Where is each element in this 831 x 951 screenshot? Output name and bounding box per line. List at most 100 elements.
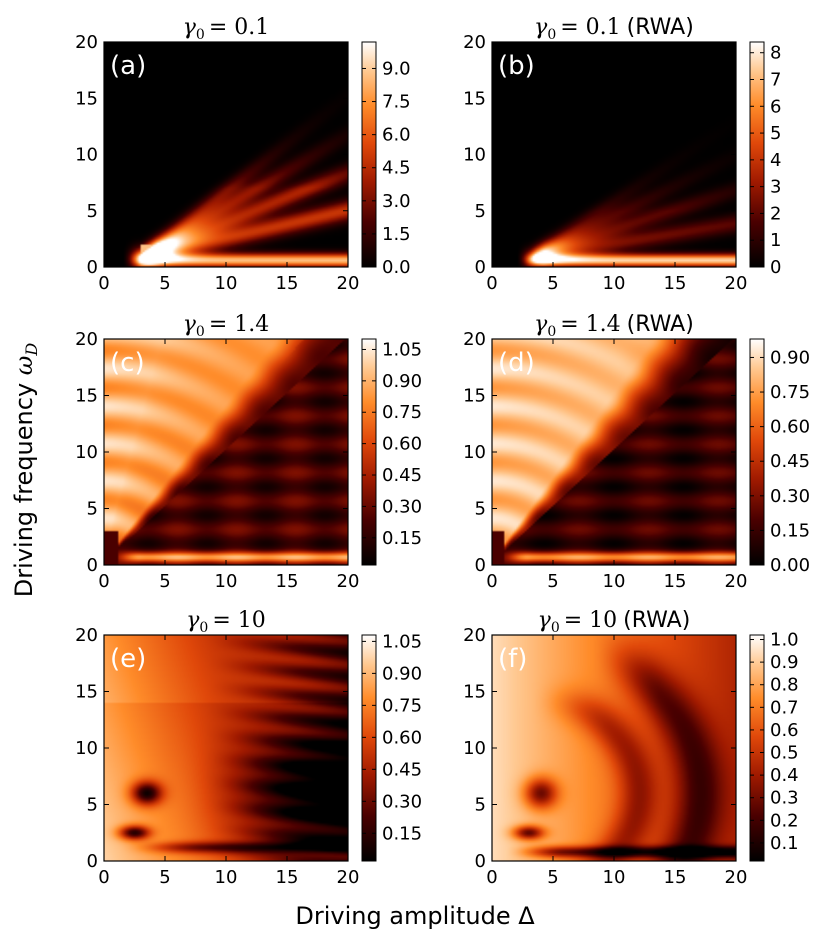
colorbar-tick-label: 7.5: [382, 92, 411, 113]
colorbar-tick-label: 4: [770, 150, 781, 171]
y-tick-label: 20: [463, 32, 486, 53]
heatmap-image: [104, 635, 348, 861]
colorbar-tick-label: 0.2: [770, 810, 799, 831]
panel-b: (b) γ0 = 0.1 (RWA) 0 5 10 15 20 0 5 10 15 20 0 1 2 3 4 5 6 7 8: [463, 15, 781, 294]
colorbar-tick-label: 0.90: [382, 371, 422, 392]
y-tick-label: 0: [475, 851, 486, 872]
panel-letter: (d): [498, 348, 535, 378]
y-tick-label: 5: [87, 201, 98, 222]
y-tick-label: 10: [463, 738, 486, 759]
colorbar-tick-label: 0.7: [770, 697, 799, 718]
y-tick-label: 10: [463, 145, 486, 166]
y-tick-label: 10: [75, 145, 98, 166]
x-tick-label: 20: [725, 273, 748, 294]
x-tick-label: 5: [159, 571, 170, 592]
x-tick-label: 20: [337, 867, 360, 888]
x-tick-label: 0: [486, 571, 497, 592]
x-tick-label: 15: [664, 867, 687, 888]
colorbar-tick-label: 3: [770, 177, 781, 198]
colorbar-tick-label: 0: [770, 257, 781, 278]
panel-title: γ0 = 10: [186, 608, 266, 636]
colorbar: [361, 634, 377, 862]
colorbar-tick-label: 1.5: [382, 224, 411, 245]
colorbar-tick-label: 0.90: [382, 663, 422, 684]
panel-title: γ0 = 10 (RWA): [538, 608, 691, 636]
x-tick-label: 20: [337, 571, 360, 592]
y-tick-label: 20: [463, 329, 486, 350]
x-axis-label: Driving amplitude Δ: [295, 902, 535, 930]
y-tick-label: 0: [475, 257, 486, 278]
x-tick-label: 0: [98, 571, 109, 592]
y-tick-label: 5: [475, 201, 486, 222]
panel-letter: (a): [110, 51, 146, 81]
colorbar-tick-label: 0.0: [382, 257, 411, 278]
y-tick-label: 20: [463, 625, 486, 646]
heatmap-image: [492, 635, 736, 861]
panel-d: (d) γ0 = 1.4 (RWA) 0 5 10 15 20 0 5 10 15 20 0.00 0.15 0…: [463, 312, 810, 592]
colorbar-tick-label: 2: [770, 203, 781, 224]
colorbar-tick-label: 0.1: [770, 833, 799, 854]
x-tick-label: 10: [215, 867, 238, 888]
heatmap-image: [492, 339, 736, 565]
colorbar-tick-label: 0.75: [770, 382, 810, 403]
x-tick-label: 10: [603, 571, 626, 592]
y-tick-label: 20: [75, 329, 98, 350]
y-tick-label: 0: [87, 555, 98, 576]
colorbar-tick-label: 8: [770, 43, 781, 64]
colorbar-tick-label: 1.05: [382, 339, 422, 360]
x-tick-label: 10: [603, 273, 626, 294]
colorbar-tick-label: 0.15: [382, 823, 422, 844]
y-tick-label: 15: [463, 682, 486, 703]
y-tick-label: 5: [87, 795, 98, 816]
x-tick-label: 10: [215, 273, 238, 294]
y-tick-label: 0: [475, 555, 486, 576]
panel-e: (e) γ0 = 10 0 5 10 15 20 0 5 10 15 20 0.15 0.30 0.45 0.6…: [75, 608, 422, 888]
x-tick-label: 5: [547, 273, 558, 294]
colorbar-tick-label: 0.75: [382, 402, 422, 423]
colorbar-tick-label: 0.45: [382, 465, 422, 486]
colorbar-tick-label: 1: [770, 230, 781, 251]
y-tick-label: 10: [75, 442, 98, 463]
panel-letter: (c): [110, 348, 145, 378]
heatmap-image: [104, 339, 348, 565]
x-tick-label: 0: [486, 867, 497, 888]
y-tick-label: 5: [87, 499, 98, 520]
colorbar-tick-label: 0.4: [770, 765, 799, 786]
y-tick-label: 10: [75, 738, 98, 759]
panel-title: γ0 = 1.4 (RWA): [534, 312, 694, 340]
colorbar: [749, 338, 765, 566]
x-tick-label: 10: [215, 571, 238, 592]
colorbar-tick-label: 1.05: [382, 631, 422, 652]
colorbar-tick-label: 0.75: [382, 695, 422, 716]
colorbar: [749, 634, 765, 862]
x-tick-label: 5: [159, 867, 170, 888]
colorbar-tick-label: 1.0: [770, 630, 799, 651]
x-tick-label: 0: [486, 273, 497, 294]
colorbar-tick-label: 0.30: [382, 791, 422, 812]
colorbar: [361, 41, 377, 268]
x-tick-label: 5: [547, 571, 558, 592]
panel-title: γ0 = 1.4: [183, 312, 270, 340]
colorbar-tick-label: 0.30: [382, 496, 422, 517]
colorbar-tick-label: 0.9: [770, 652, 799, 673]
y-tick-label: 15: [75, 88, 98, 109]
colorbar: [361, 338, 377, 566]
colorbar-tick-label: 0.30: [770, 486, 810, 507]
colorbar-tick-label: 6: [770, 96, 781, 117]
y-tick-label: 5: [475, 795, 486, 816]
y-tick-label: 20: [75, 625, 98, 646]
x-tick-label: 5: [159, 273, 170, 294]
colorbar-tick-label: 0.60: [382, 727, 422, 748]
colorbar-tick-label: 0.15: [382, 528, 422, 549]
x-tick-label: 20: [337, 273, 360, 294]
panel-letter: (e): [110, 644, 146, 674]
colorbar-tick-label: 6.0: [382, 125, 411, 146]
y-tick-label: 5: [475, 499, 486, 520]
colorbar-tick-label: 4.5: [382, 158, 411, 179]
panel-title: γ0 = 0.1 (RWA): [534, 15, 694, 43]
colorbar-tick-label: 0.15: [770, 520, 810, 541]
colorbar-tick-label: 0.45: [770, 451, 810, 472]
heatmap-image: [104, 42, 348, 267]
y-tick-label: 15: [75, 386, 98, 407]
